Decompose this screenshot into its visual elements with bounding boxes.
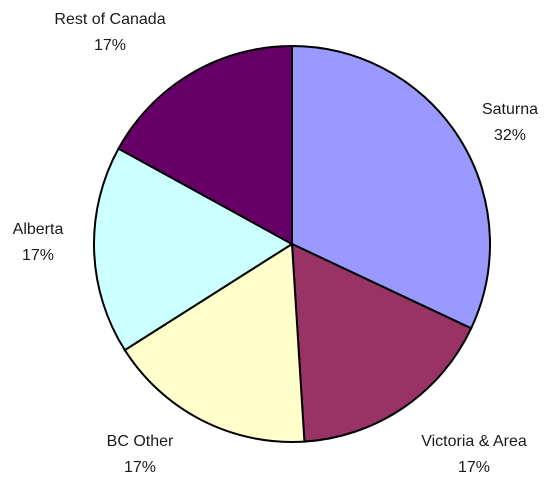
slice-labels: Saturna 32% Victoria & Area 17% BC Other 17% A…	[13, 11, 538, 476]
pie-slices	[92, 44, 491, 443]
slice-percent-label: 17%	[94, 37, 126, 54]
pie-slice-saturna	[291, 44, 491, 330]
pie-slice-rest-of-canada	[117, 44, 293, 246]
pie-slice-alberta	[92, 147, 294, 352]
slice-percent-label: 17%	[458, 459, 490, 476]
pie-slice-victoria-area	[290, 242, 473, 443]
slice-percent-label: 17%	[124, 459, 156, 476]
slice-percent-label: 32%	[494, 127, 526, 144]
slice-label: Victoria & Area	[421, 433, 527, 450]
pie-slice-bc-other	[123, 242, 306, 443]
slice-percent-label: 17%	[22, 247, 54, 264]
slice-label: Saturna	[482, 101, 538, 118]
slice-label: Rest of Canada	[54, 11, 165, 28]
slice-label: BC Other	[107, 433, 174, 450]
slice-label: Alberta	[13, 221, 64, 238]
